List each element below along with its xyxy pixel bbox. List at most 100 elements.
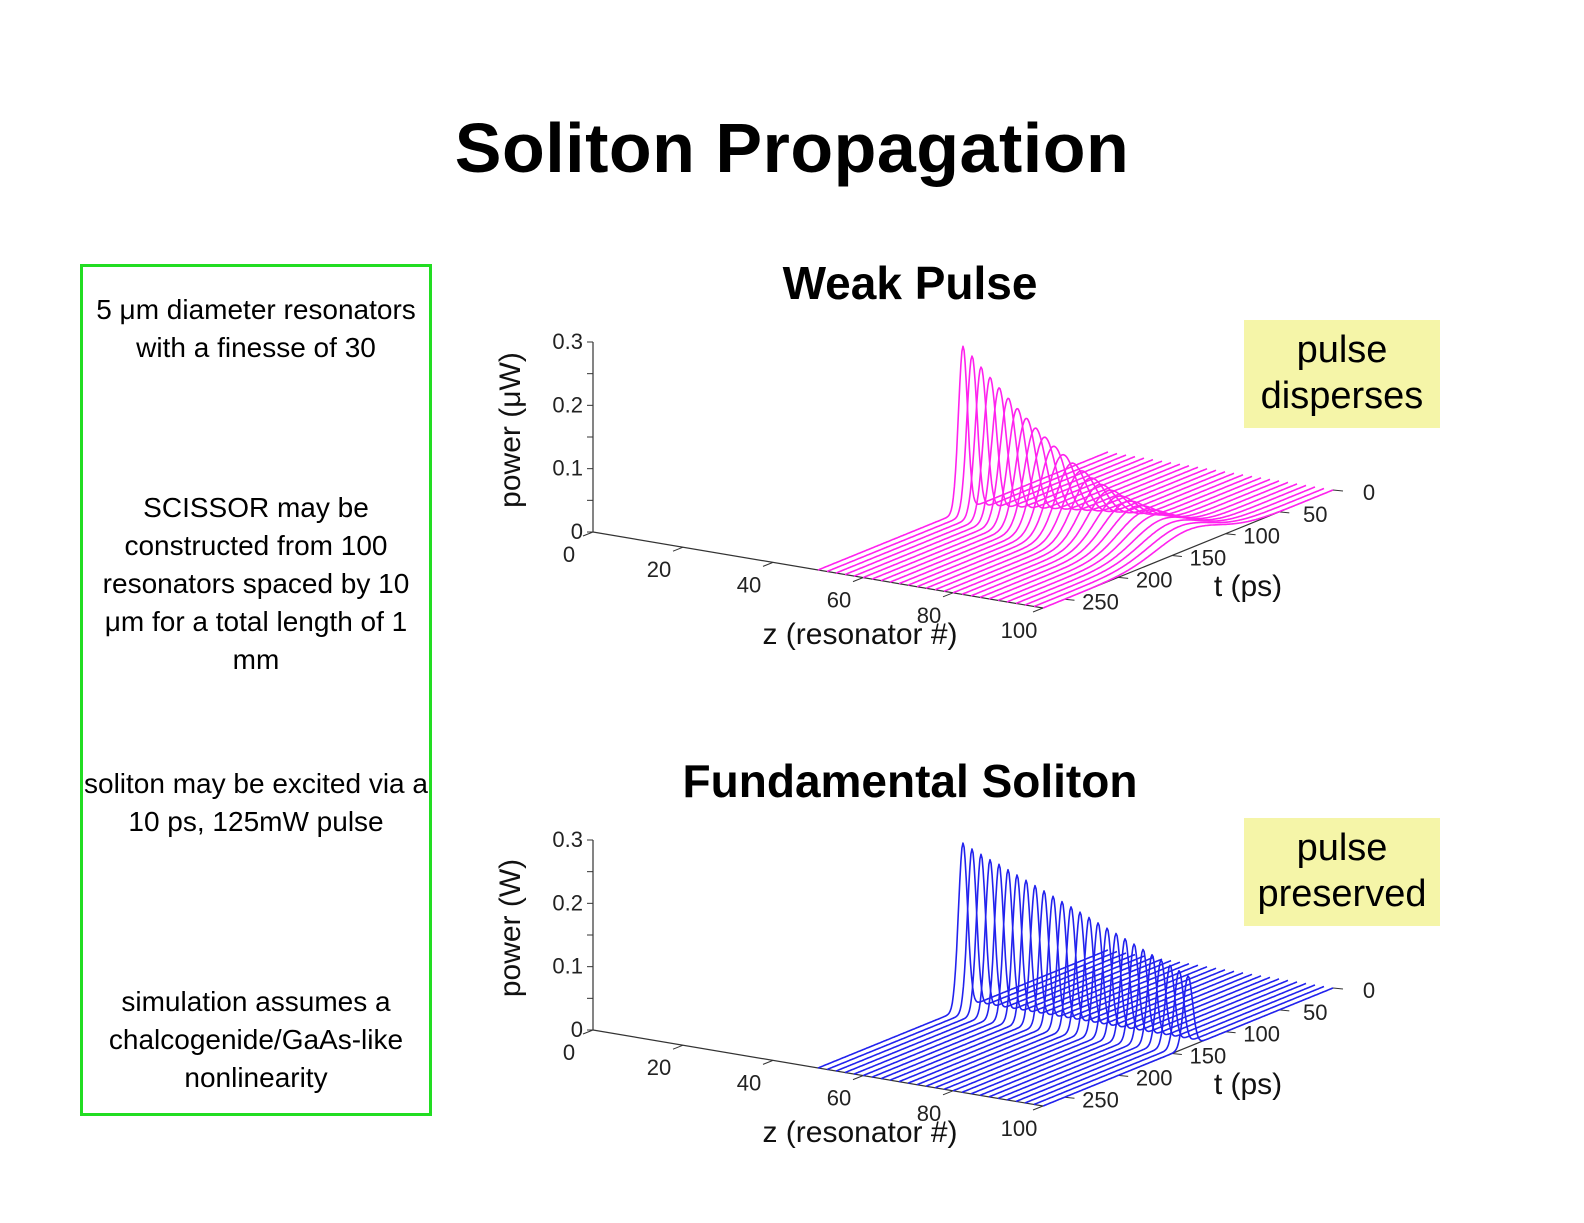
t-tick bbox=[1332, 987, 1344, 990]
power-axis-label: power (μW) bbox=[494, 352, 527, 508]
series-trace bbox=[916, 453, 1208, 588]
z-tick bbox=[942, 592, 954, 598]
series-trace bbox=[1033, 487, 1325, 608]
series-trace bbox=[1006, 954, 1298, 1101]
info-paragraph: simulation assumes a chalcogenide/GaAs-l… bbox=[108, 986, 404, 1093]
series-trace bbox=[844, 858, 1136, 1074]
chart-title-weak-pulse: Weak Pulse bbox=[782, 257, 1038, 309]
z-tick-label: 40 bbox=[737, 572, 761, 597]
series-trace bbox=[1024, 486, 1316, 606]
z-tick-label: 80 bbox=[917, 603, 941, 628]
series-trace bbox=[934, 911, 1226, 1089]
series-trace bbox=[925, 906, 1217, 1087]
note-pulse-preserved: pulse preserved bbox=[1244, 818, 1440, 926]
t-tick-label: 150 bbox=[1190, 1044, 1227, 1069]
z-tick-label: 0 bbox=[563, 1040, 575, 1065]
series-trace bbox=[961, 927, 1253, 1094]
series-trace bbox=[997, 481, 1289, 602]
z-tick bbox=[672, 546, 684, 552]
t-axis-label: t (ps) bbox=[1214, 570, 1282, 603]
power-tick-label: 0.2 bbox=[552, 392, 583, 417]
series-trace bbox=[862, 397, 1154, 579]
series-trace bbox=[979, 938, 1271, 1097]
series-trace bbox=[880, 879, 1172, 1080]
t-tick-label: 0 bbox=[1363, 480, 1375, 505]
series-trace bbox=[817, 345, 1109, 571]
series-trace bbox=[835, 853, 1127, 1072]
z-tick bbox=[1032, 1105, 1044, 1111]
series-trace bbox=[880, 417, 1172, 582]
z-tick bbox=[582, 1029, 594, 1035]
series-trace bbox=[835, 366, 1127, 574]
series-trace bbox=[916, 900, 1208, 1086]
series-trace bbox=[898, 890, 1190, 1083]
z-tick bbox=[942, 1090, 954, 1096]
series-trace bbox=[997, 948, 1289, 1100]
t-tick bbox=[1332, 489, 1344, 492]
t-tick-label: 100 bbox=[1243, 1022, 1280, 1047]
z-tick bbox=[582, 531, 594, 537]
info-paragraph: SCISSOR may be constructed from 100 reso… bbox=[102, 492, 410, 675]
t-tick-label: 50 bbox=[1303, 1000, 1327, 1025]
t-tick-label: 200 bbox=[1136, 567, 1173, 592]
z-tick bbox=[852, 1075, 864, 1081]
note-pulse-disperses: pulse disperses bbox=[1244, 320, 1440, 428]
z-tick bbox=[762, 561, 774, 567]
series-trace bbox=[952, 922, 1244, 1092]
z-tick-label: 60 bbox=[827, 588, 851, 613]
series-trace bbox=[862, 868, 1154, 1077]
z-tick bbox=[762, 1059, 774, 1065]
z-axis-label: z (resonator #) bbox=[762, 1116, 957, 1149]
z-tick bbox=[1032, 607, 1044, 613]
power-tick-label: 0 bbox=[571, 519, 583, 544]
series-trace bbox=[871, 407, 1163, 580]
power-axis-label: power (W) bbox=[494, 859, 527, 997]
series-trace bbox=[826, 848, 1118, 1071]
t-tick bbox=[1279, 511, 1290, 514]
series-trace bbox=[1042, 975, 1334, 1107]
series-trace bbox=[961, 475, 1253, 596]
t-tick bbox=[1225, 533, 1236, 536]
z-tick-label: 40 bbox=[737, 1070, 761, 1095]
z-tick bbox=[852, 577, 864, 583]
power-tick-label: 0.1 bbox=[552, 456, 583, 481]
z-tick-label: 20 bbox=[647, 557, 671, 582]
t-tick-label: 250 bbox=[1082, 589, 1119, 614]
series-trace bbox=[988, 943, 1280, 1098]
z-tick-label: 100 bbox=[1001, 618, 1038, 643]
series-trace bbox=[853, 387, 1145, 577]
info-paragraph: 5 μm diameter resonators with a finesse … bbox=[96, 294, 416, 363]
chart-title-fundamental-soliton: Fundamental Soliton bbox=[682, 755, 1138, 807]
z-tick-label: 60 bbox=[827, 1086, 851, 1111]
z-axis-label: z (resonator #) bbox=[762, 618, 957, 651]
series-trace bbox=[1042, 489, 1334, 609]
series-trace bbox=[871, 874, 1163, 1078]
z-tick-label: 80 bbox=[917, 1101, 941, 1126]
power-tick-label: 0.2 bbox=[552, 890, 583, 915]
z-tick-label: 0 bbox=[563, 542, 575, 567]
series-trace bbox=[844, 376, 1136, 576]
t-tick-label: 200 bbox=[1136, 1065, 1173, 1090]
z-tick-label: 100 bbox=[1001, 1116, 1038, 1141]
t-tick-label: 50 bbox=[1303, 502, 1327, 527]
page-title: Soliton Propagation bbox=[454, 109, 1130, 187]
t-tick-label: 150 bbox=[1190, 546, 1227, 571]
series-trace bbox=[853, 863, 1145, 1075]
info-box: 5 μm diameter resonators with a finesse … bbox=[80, 264, 432, 1116]
weak-pulse-chart: 0 0.1 0.2 0.3 0 20 40 60 80 100 0 50 100 150 200 250 z (… bbox=[494, 329, 1375, 651]
series-trace bbox=[907, 445, 1199, 586]
series-trace bbox=[970, 932, 1262, 1095]
series-trace bbox=[1015, 484, 1307, 605]
z-tick bbox=[672, 1044, 684, 1050]
info-paragraph: soliton may be excited via a 10 ps, 125m… bbox=[84, 768, 428, 837]
series-trace bbox=[952, 474, 1244, 594]
series-trace bbox=[817, 842, 1109, 1069]
series-trace bbox=[898, 436, 1190, 585]
t-tick bbox=[1171, 1053, 1182, 1056]
series-trace bbox=[907, 895, 1199, 1084]
series-trace bbox=[1033, 969, 1325, 1106]
t-tick-label: 250 bbox=[1082, 1087, 1119, 1112]
t-tick bbox=[1171, 555, 1182, 558]
t-axis-label: t (ps) bbox=[1214, 1068, 1282, 1101]
power-tick-label: 0.3 bbox=[552, 827, 583, 852]
